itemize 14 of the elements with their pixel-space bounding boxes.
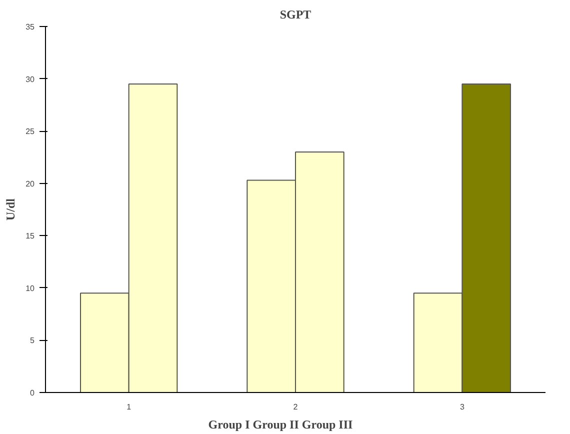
y-tick-label: 35 — [26, 22, 36, 32]
y-tick-label: 25 — [26, 127, 36, 136]
y-tick-label: 20 — [26, 179, 36, 188]
x-axis-title: Group I Group II Group III — [208, 418, 354, 432]
y-tick-label: 0 — [30, 388, 36, 398]
y-axis-title: U/dl — [4, 198, 18, 221]
chart-title: SGPT — [280, 8, 312, 22]
x-tick-label: 2 — [293, 402, 298, 412]
y-tick-label: 30 — [26, 74, 36, 84]
x-tick-label: 1 — [126, 402, 132, 412]
x-tick-label: 3 — [460, 402, 465, 412]
y-tick-label: 5 — [30, 336, 36, 346]
y-tick-label: 10 — [26, 284, 36, 293]
y-tick-label: 15 — [26, 232, 36, 241]
